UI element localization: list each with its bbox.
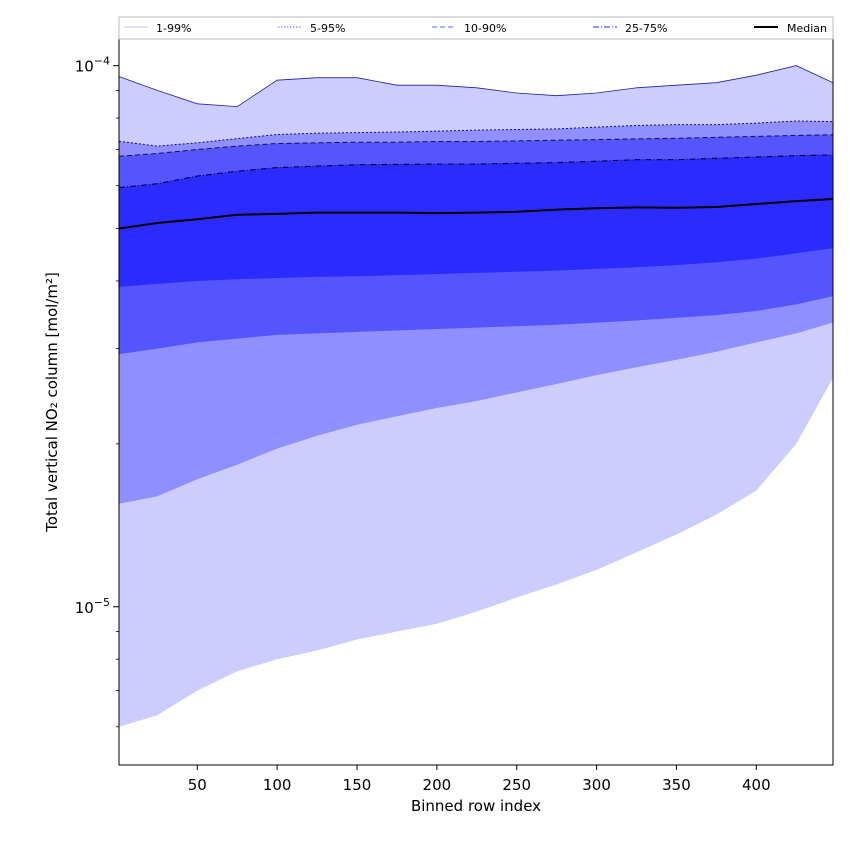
x-tick-label: 250 xyxy=(502,776,531,794)
x-axis-ticks: 50 100 150 200 250 300 350 400 xyxy=(188,765,771,794)
x-tick-label: 350 xyxy=(662,776,691,794)
legend-box xyxy=(118,16,834,40)
legend: 1-99% 5-95% 10-90% 25-75% Median xyxy=(118,16,834,40)
bands-layer xyxy=(119,65,833,727)
legend-label: 1-99% xyxy=(156,22,191,35)
band-25-75 xyxy=(119,154,833,287)
legend-label: 10-90% xyxy=(464,22,506,35)
legend-label: 5-95% xyxy=(310,22,345,35)
y-axis-ticks: 10−4 10−5 xyxy=(75,55,119,728)
x-tick-label: 150 xyxy=(343,776,372,794)
legend-label: Median xyxy=(787,22,827,35)
x-axis-label: Binned row index xyxy=(411,797,541,815)
x-tick-label: 200 xyxy=(423,776,452,794)
legend-label: 25-75% xyxy=(625,22,667,35)
x-tick-label: 400 xyxy=(742,776,771,794)
x-tick-label: 100 xyxy=(263,776,292,794)
y-tick-label: 10−4 xyxy=(75,55,110,76)
lines-layer xyxy=(118,65,834,230)
x-tick-label: 300 xyxy=(582,776,611,794)
line-75th xyxy=(118,154,834,189)
y-axis-label: Total vertical NO₂ column [mol/m²] xyxy=(43,272,61,533)
line-99th xyxy=(118,65,834,108)
line-median xyxy=(118,198,834,230)
y-tick-label: 10−5 xyxy=(75,596,110,617)
x-tick-label: 50 xyxy=(188,776,207,794)
